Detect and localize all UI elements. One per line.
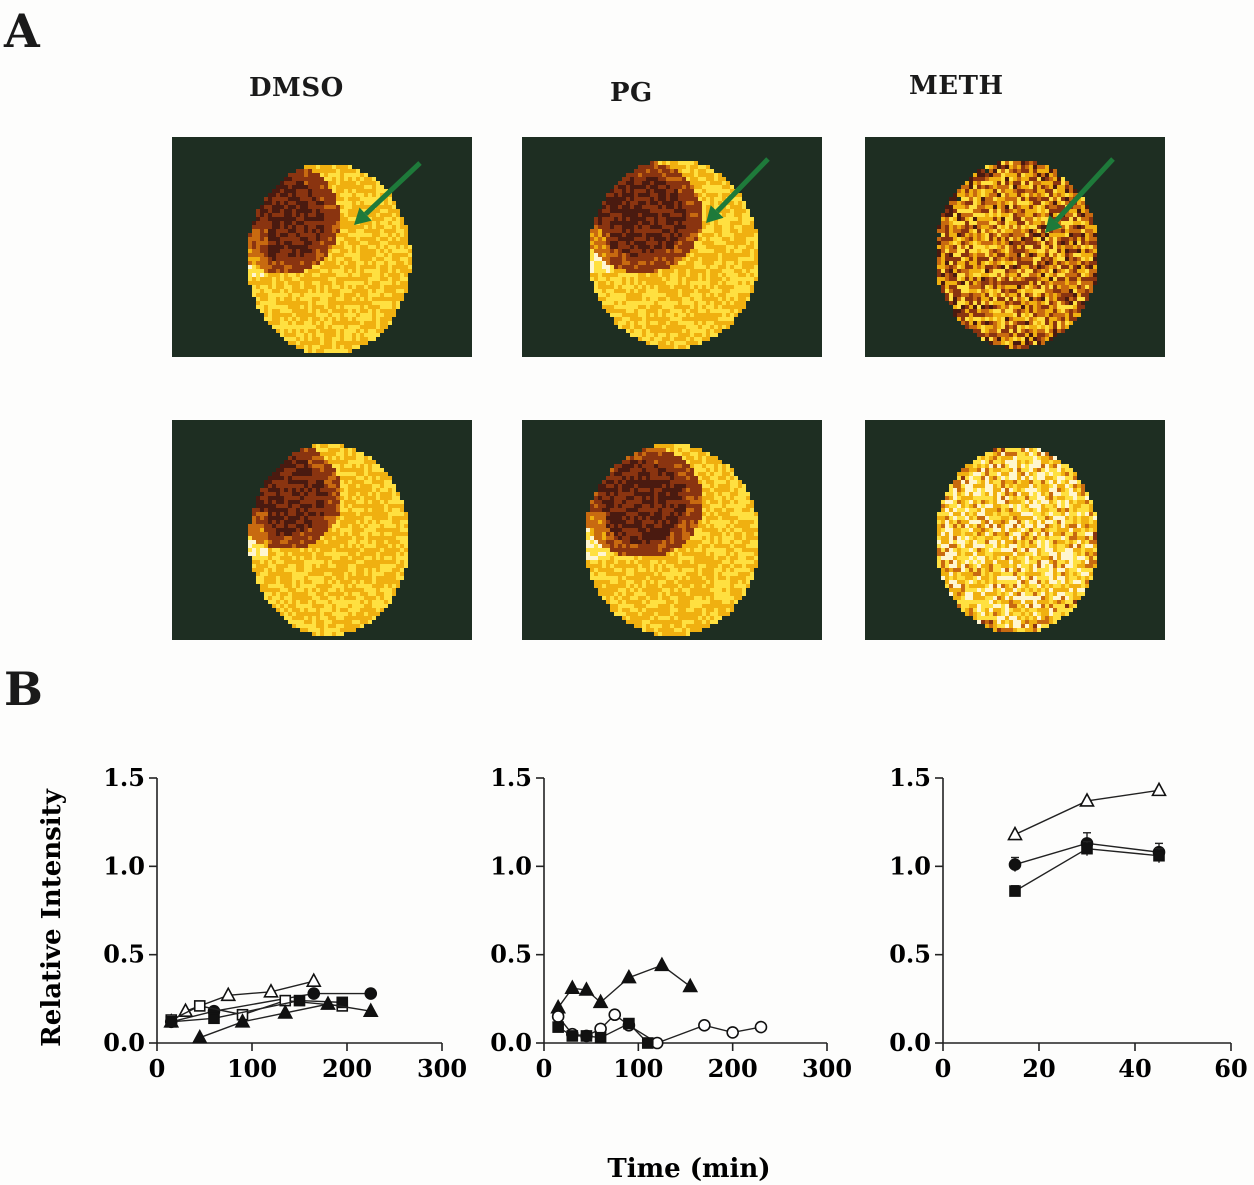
data-point: [1009, 885, 1021, 897]
image-pg-top: [522, 137, 822, 357]
arrow-icon: [1045, 157, 1115, 233]
data-point: [580, 1030, 593, 1042]
data-point: [307, 987, 321, 1000]
x-tick-label: 0: [935, 1054, 952, 1083]
data-point: [754, 1020, 768, 1034]
x-tick-label: 40: [1118, 1054, 1151, 1083]
x-tick-label: 0: [149, 1054, 166, 1083]
data-point: [320, 995, 336, 1010]
data-point: [1007, 825, 1023, 841]
data-point: [336, 996, 349, 1009]
column-label-meth: METH: [909, 71, 1004, 101]
data-point: [698, 1019, 711, 1032]
panel-a-letter: A: [4, 4, 40, 58]
data-point: [208, 1012, 220, 1025]
y-tick-label: 0.0: [490, 1028, 532, 1057]
data-point: [1081, 842, 1093, 855]
y-tick-label: 0.5: [889, 940, 931, 969]
y-tick-label: 0.5: [490, 940, 532, 969]
data-point: [362, 1002, 379, 1018]
data-point: [654, 956, 670, 972]
y-tick-label: 1.0: [103, 851, 145, 880]
data-point: [263, 983, 279, 998]
y-tick-label: 1.5: [490, 763, 532, 792]
series-filled-square: [165, 994, 349, 1028]
data-point: [1079, 792, 1095, 807]
y-tick-label: 1.0: [490, 851, 532, 880]
series-filled-square: [1009, 840, 1165, 897]
data-point: [277, 1004, 294, 1019]
chart-3: 0.0 0.5 1.0 1.5 0 20 40 60: [889, 763, 1247, 1083]
data-point: [623, 1017, 635, 1030]
image-dmso-bottom: [172, 420, 472, 640]
data-point: [621, 968, 637, 984]
data-point: [726, 1026, 739, 1039]
series-filled-triangle: [550, 956, 699, 1014]
image-pg-bottom: [522, 420, 822, 640]
series-line: [557, 1013, 762, 1044]
panel-b-letter: B: [4, 662, 43, 716]
data-point: [305, 972, 322, 987]
series-line: [557, 964, 691, 1009]
data-point: [551, 1010, 565, 1023]
data-point: [1151, 781, 1167, 797]
series-open-triangle: [1007, 781, 1167, 841]
x-tick-label: 300: [802, 1054, 852, 1083]
column-label-dmso: DMSO: [249, 73, 344, 103]
data-point: [220, 986, 237, 1002]
data-point: [641, 1037, 654, 1049]
data-point: [566, 1030, 579, 1042]
data-point: [592, 993, 609, 1009]
data-point: [578, 981, 595, 996]
data-point: [234, 1013, 251, 1028]
x-tick-label: 200: [708, 1054, 758, 1083]
arrow-icon: [706, 157, 770, 223]
data-point: [594, 1031, 607, 1044]
x-tick-label: 60: [1214, 1054, 1247, 1083]
data-point: [564, 979, 581, 995]
data-point: [364, 987, 378, 1000]
series-filled-triangle: [191, 995, 379, 1044]
x-tick-label: 300: [417, 1054, 467, 1083]
image-meth-bottom: [865, 420, 1165, 640]
x-tick-label: 0: [536, 1054, 553, 1083]
panel-b-charts: Relative Intensity Time (min) 0.0 0.5 1.0 1…: [37, 763, 1248, 1184]
y-tick-label: 1.5: [889, 763, 931, 792]
chart-1: 0.0 0.5 1.0 1.5 0 100 200 300: [103, 763, 467, 1083]
data-point: [293, 994, 306, 1007]
y-tick-label: 0.0: [889, 1028, 931, 1057]
x-axis-label: Time (min): [607, 1154, 770, 1184]
data-point: [1153, 849, 1165, 862]
y-tick-label: 0.5: [103, 940, 145, 969]
data-point: [191, 1029, 208, 1044]
y-tick-label: 0.0: [103, 1028, 145, 1057]
y-tick-label: 1.5: [103, 763, 145, 792]
arrow-icon: [354, 161, 422, 225]
y-axis-label: Relative Intensity: [37, 788, 67, 1047]
x-tick-label: 100: [227, 1054, 277, 1083]
x-tick-label: 20: [1022, 1054, 1055, 1083]
series-line: [171, 999, 343, 1023]
data-point: [193, 1000, 206, 1012]
series-filled-square: [552, 1017, 654, 1049]
data-point: [552, 1021, 564, 1033]
column-label-pg: PG: [610, 78, 653, 108]
data-point: [608, 1008, 622, 1022]
x-tick-label: 100: [613, 1054, 663, 1083]
image-meth-top: [865, 137, 1165, 357]
data-point: [682, 977, 699, 993]
data-point: [177, 1002, 194, 1018]
y-tick-label: 1.0: [889, 851, 931, 880]
data-point: [165, 1015, 178, 1028]
chart-2: 0.0 0.5 1.0 1.5 0 100 200 300: [490, 763, 852, 1083]
image-dmso-top: [172, 137, 472, 357]
x-tick-label: 200: [322, 1054, 372, 1083]
data-point: [1008, 858, 1022, 871]
